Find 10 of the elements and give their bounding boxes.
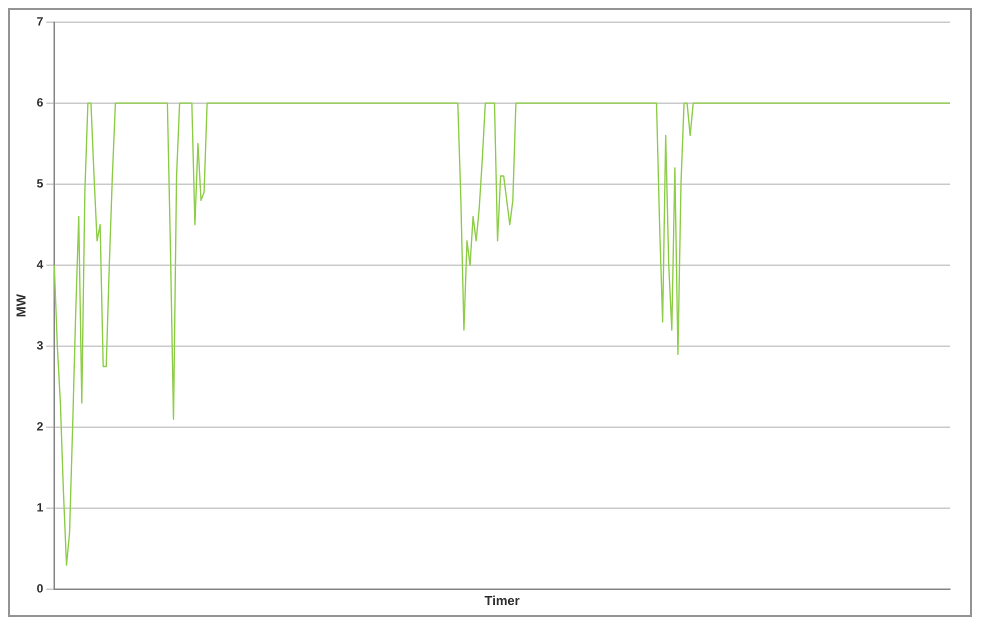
y-tick-label: 6 [36, 95, 44, 110]
y-tick-label: 2 [36, 420, 44, 434]
y-tick-label: 1 [36, 500, 44, 515]
y-tick-label: 0 [36, 582, 44, 596]
y-tick-label: 4 [36, 257, 44, 272]
y-axis-title: MW [13, 293, 28, 318]
y-tick-label: 3 [36, 338, 44, 353]
x-axis-title: Timer [484, 592, 520, 608]
y-tick-label: 7 [36, 14, 44, 28]
y-tick-label: 5 [36, 176, 44, 190]
